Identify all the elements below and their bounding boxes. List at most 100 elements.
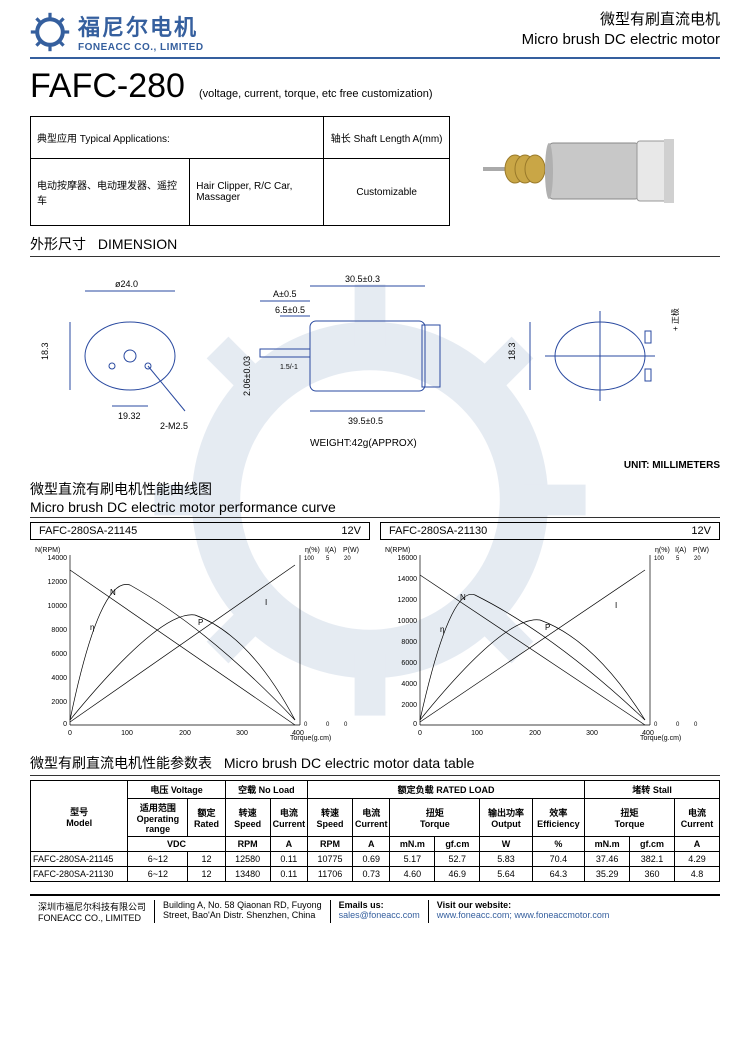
- unit-label: UNIT: MILLIMETERS: [624, 460, 720, 471]
- logo-gear-icon: A: [30, 12, 70, 52]
- logo-text-cn: 福尼尔电机: [78, 10, 204, 42]
- svg-text:η: η: [440, 625, 444, 634]
- footer-addr1: Building A, No. 58 Qiaonan RD, Fuyong: [163, 900, 322, 910]
- logo-text-en: FONEACC CO., LIMITED: [78, 42, 204, 53]
- svg-text:0: 0: [326, 722, 330, 728]
- model-note: (voltage, current, torque, etc free cust…: [199, 88, 433, 106]
- svg-text:2.06±0.03: 2.06±0.03: [242, 356, 252, 396]
- svg-text:20: 20: [344, 556, 351, 562]
- svg-text:1.5/-1: 1.5/-1: [280, 364, 298, 371]
- svg-text:8000: 8000: [401, 639, 417, 646]
- footer-web1[interactable]: www.foneacc.com;: [437, 910, 512, 920]
- svg-text:6000: 6000: [51, 651, 67, 658]
- footer-co-en: FONEACC CO., LIMITED: [38, 913, 141, 923]
- svg-text:39.5±0.5: 39.5±0.5: [348, 416, 383, 426]
- dimension-drawing: ø24.0 18.3 2-M2.5 19.32 A±0.5 6.5±0.5 30…: [30, 261, 720, 461]
- svg-text:300: 300: [236, 730, 248, 737]
- section-table: 微型有刷直流电机性能参数表 Micro brush DC electric mo…: [30, 753, 720, 776]
- table-row: FAFC-280SA-211306~1212134800.11117060.73…: [31, 867, 720, 882]
- apps-en: Hair Clipper, R/C Car, Massager: [190, 159, 324, 226]
- svg-text:14000: 14000: [48, 555, 68, 562]
- svg-text:2000: 2000: [401, 702, 417, 709]
- svg-text:ø24.0: ø24.0: [115, 279, 138, 289]
- svg-text:2000: 2000: [51, 699, 67, 706]
- svg-text:100: 100: [121, 730, 133, 737]
- curve-title-1: FAFC-280SA-2113012V: [380, 522, 720, 540]
- svg-text:100: 100: [304, 556, 315, 562]
- svg-text:300: 300: [586, 730, 598, 737]
- svg-text:100: 100: [654, 556, 665, 562]
- svg-text:I(A): I(A): [675, 547, 686, 554]
- svg-text:18.3: 18.3: [507, 342, 517, 360]
- motor-photo: [464, 116, 704, 226]
- svg-text:10000: 10000: [48, 603, 68, 610]
- svg-text:I: I: [265, 598, 267, 607]
- svg-text:η(%): η(%): [655, 547, 670, 554]
- svg-text:P(W): P(W): [693, 547, 709, 554]
- footer: 深圳市福尼尔科技有限公司 FONEACC CO., LIMITED Buildi…: [30, 894, 720, 923]
- model-code: FAFC-280: [30, 67, 185, 106]
- performance-curve-0: N(RPM) η(%) I(A) P(W) Torque(g.cm) 14: [30, 540, 370, 745]
- footer-web2[interactable]: www.foneaccmotor.com: [514, 910, 609, 920]
- footer-web-h: Visit our website:: [437, 900, 511, 910]
- svg-text:A±0.5: A±0.5: [273, 289, 296, 299]
- svg-text:0: 0: [654, 722, 658, 728]
- svg-text:P: P: [545, 623, 550, 632]
- apps-h1-cn: 典型应用: [37, 134, 77, 145]
- svg-text:14000: 14000: [398, 576, 418, 583]
- performance-curve-1: N(RPM) η(%) I(A) P(W) Torque(g.cm) 16: [380, 540, 720, 745]
- svg-text:10000: 10000: [398, 618, 418, 625]
- apps-h2-cn: 轴长: [331, 134, 351, 145]
- svg-text:N: N: [460, 593, 466, 602]
- curve-title-0: FAFC-280SA-2114512V: [30, 522, 370, 540]
- header: A 福尼尔电机 FONEACC CO., LIMITED 微型有刷直流电机 Mi…: [30, 10, 720, 59]
- svg-text:5: 5: [676, 556, 680, 562]
- svg-text:I(A): I(A): [325, 547, 336, 554]
- svg-text:0: 0: [68, 730, 72, 737]
- svg-text:19.32: 19.32: [118, 411, 141, 421]
- svg-text:100: 100: [471, 730, 483, 737]
- footer-addr2: Street, Bao'An Distr. Shenzhen, China: [163, 910, 315, 920]
- footer-email-h: Emails us:: [339, 900, 384, 910]
- svg-text:0: 0: [676, 722, 680, 728]
- svg-text:12000: 12000: [398, 597, 418, 604]
- svg-text:+ 正极: + 正极: [670, 308, 680, 331]
- svg-text:N(RPM): N(RPM): [385, 547, 410, 554]
- header-title-en: Micro brush DC electric motor: [522, 30, 720, 50]
- svg-text:WEIGHT:42g(APPROX): WEIGHT:42g(APPROX): [310, 438, 417, 449]
- section-dimension: 外形尺寸 DIMENSION: [30, 234, 720, 257]
- footer-email[interactable]: sales@foneacc.com: [339, 910, 420, 920]
- svg-text:30.5±0.3: 30.5±0.3: [345, 274, 380, 284]
- svg-text:I: I: [615, 601, 617, 610]
- svg-text:2-M2.5: 2-M2.5: [160, 421, 188, 431]
- svg-text:η(%): η(%): [305, 547, 320, 554]
- svg-text:16000: 16000: [398, 555, 418, 562]
- header-title-cn: 微型有刷直流电机: [522, 10, 720, 30]
- footer-co-cn: 深圳市福尼尔科技有限公司: [38, 902, 146, 912]
- applications-table: 典型应用 Typical Applications: 轴长 Shaft Leng…: [30, 116, 450, 226]
- svg-text:0: 0: [304, 722, 308, 728]
- svg-text:N(RPM): N(RPM): [35, 547, 60, 554]
- svg-text:0: 0: [344, 722, 348, 728]
- table-row: FAFC-280SA-211456~1212125800.11107750.69…: [31, 852, 720, 867]
- svg-text:η: η: [90, 623, 94, 632]
- svg-text:12000: 12000: [48, 579, 68, 586]
- svg-text:20: 20: [694, 556, 701, 562]
- svg-text:N: N: [110, 588, 116, 597]
- svg-text:8000: 8000: [51, 627, 67, 634]
- svg-text:0: 0: [694, 722, 698, 728]
- data-table: 型号Model 电压 Voltage 空载 No Load 额定负载 RATED…: [30, 780, 720, 882]
- apps-shaft: Customizable: [324, 159, 450, 226]
- svg-text:200: 200: [179, 730, 191, 737]
- svg-text:4000: 4000: [51, 675, 67, 682]
- svg-text:0: 0: [413, 721, 417, 728]
- apps-cn: 电动按摩器、电动理发器、遥控车: [31, 159, 190, 226]
- section-curves: 微型直流有刷电机性能曲线图 Micro brush DC electric mo…: [30, 479, 720, 518]
- apps-h2-en: Shaft Length A(mm): [354, 134, 443, 145]
- svg-text:0: 0: [418, 730, 422, 737]
- svg-text:5: 5: [326, 556, 330, 562]
- svg-text:P(W): P(W): [343, 547, 359, 554]
- svg-text:400: 400: [292, 730, 304, 737]
- svg-text:18.3: 18.3: [40, 342, 50, 360]
- apps-h1-en: Typical Applications:: [80, 134, 170, 145]
